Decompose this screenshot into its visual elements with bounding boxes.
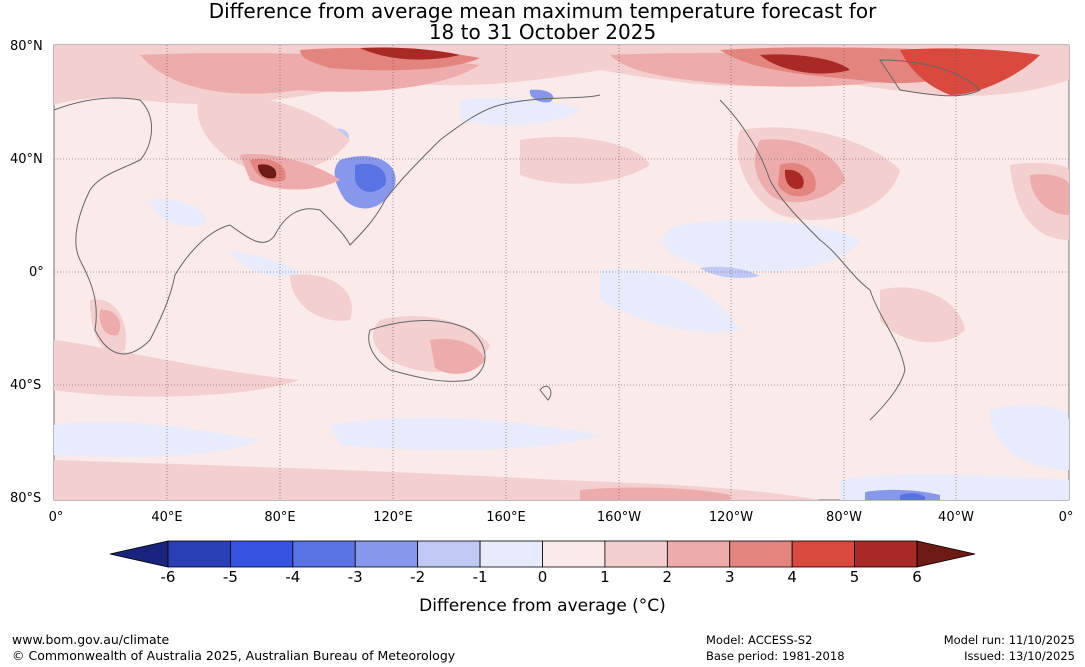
colorbar-segment (479, 540, 543, 568)
colorbar-tick-label: -4 (285, 568, 301, 586)
footer-website: www.bom.gov.au/climate (12, 632, 170, 647)
colorbar-segment (230, 540, 294, 568)
lat-label-equator: 0° (29, 265, 44, 280)
footer-base-period: Base period: 1981-2018 (706, 649, 845, 663)
colorbar-tick-label: -2 (410, 568, 426, 586)
colorbar-segment (854, 540, 918, 568)
lon-label: 80°E (264, 510, 296, 525)
footer-model-run: Model run: 11/10/2025 (943, 633, 1075, 647)
colorbar-tick-label: 1 (600, 568, 610, 586)
colorbar-segment (542, 540, 606, 568)
colorbar-segment (292, 540, 356, 568)
colorbar-tick-label: -6 (160, 568, 176, 586)
map-title-line2: 18 to 31 October 2025 (428, 20, 657, 44)
lon-label: 40°E (151, 510, 183, 525)
colorbar-segment (167, 540, 231, 568)
lon-label: 120°E (373, 510, 413, 525)
colorbar-segment (791, 540, 855, 568)
colorbar-tick-label: 2 (662, 568, 673, 586)
footer-issued: Issued: 13/10/2025 (964, 649, 1075, 663)
lon-label: 80°W (826, 510, 862, 525)
colorbar-label: Difference from average (°C) (419, 596, 666, 616)
footer-model: Model: ACCESS-S2 (706, 633, 813, 647)
lat-label-80n: 80°N (10, 39, 43, 54)
lon-label: 160°W (596, 510, 642, 525)
strong-warm-anomaly-regions (250, 47, 1040, 197)
lon-label: 120°W (708, 510, 754, 525)
colorbar-segment (354, 540, 419, 568)
graticule (54, 45, 1069, 500)
footer-copyright: © Commonwealth of Australia 2025, Austra… (12, 648, 456, 663)
colorbar-tick-label: 0 (537, 568, 548, 586)
colorbar-tick-label: -3 (347, 568, 363, 586)
colorbar-tick-label: 4 (787, 568, 797, 586)
colorbar-tick-label: 6 (912, 568, 922, 586)
lat-label-40s: 40°S (10, 378, 42, 393)
colorbar-tick-label: -1 (472, 568, 488, 586)
lat-label-80s: 80°S (10, 491, 42, 506)
colorbar-max-arrow (916, 540, 976, 568)
lon-label: 0° (1058, 510, 1074, 525)
colorbar-segment (729, 540, 793, 568)
lat-label-40n: 40°N (10, 152, 43, 167)
map-title-line1: Difference from average mean maximum tem… (208, 0, 877, 23)
lon-label: 40°W (938, 510, 974, 525)
colorbar-tick-label: -5 (222, 568, 238, 586)
lon-label: 160°E (486, 510, 526, 525)
lon-label: 0° (48, 510, 64, 525)
colorbar-segment (417, 540, 481, 568)
coastlines (53, 59, 981, 421)
colorbar-segment (666, 540, 731, 568)
colorbar-tick-label: 3 (724, 568, 735, 586)
cool-anomaly-regions (54, 98, 1069, 500)
colorbar-min-arrow (109, 540, 169, 568)
colorbar-tick-label: 5 (849, 568, 860, 586)
colorbar-segment (604, 540, 668, 568)
